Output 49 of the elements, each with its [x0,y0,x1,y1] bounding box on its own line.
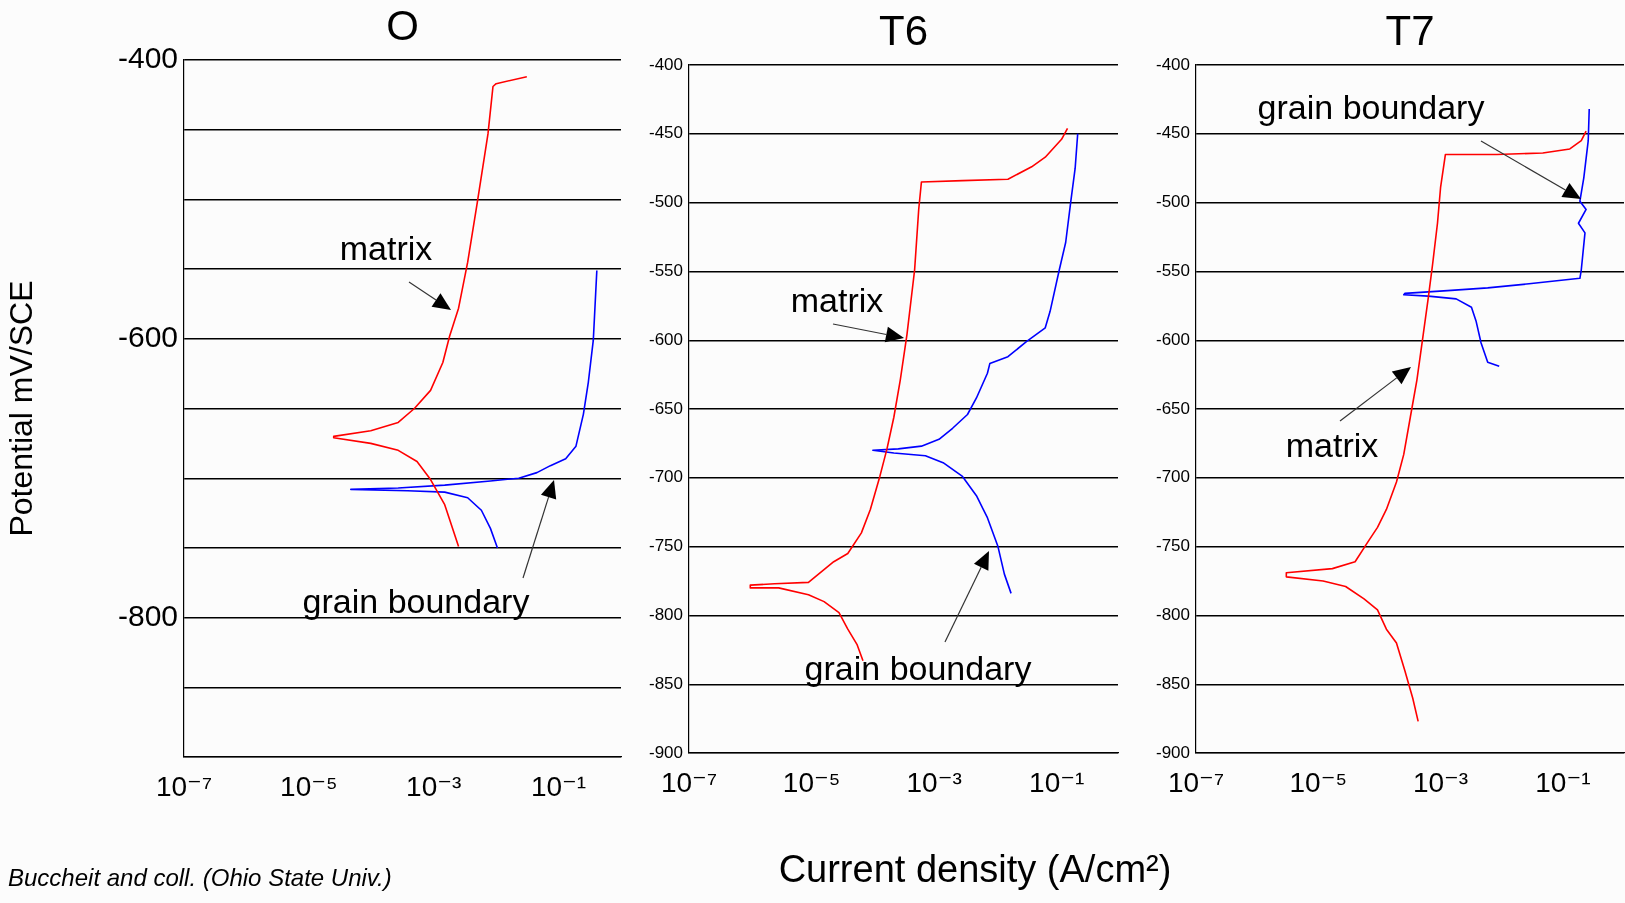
y-tick-label: -750 [648,536,683,556]
y-tick-label: -500 [648,192,683,212]
y-tick-label: -850 [1155,673,1190,693]
y-tick-label: -550 [1155,261,1190,281]
annotation: matrix [1285,426,1379,464]
y-tick-label: -800 [648,605,683,625]
y-tick-label: -900 [1155,742,1190,762]
x-tick-label: 10⁻¹ [1535,766,1591,798]
text: Buccheit and coll. (Ohio State Univ.) [8,864,392,891]
annotation: grain boundary [1257,88,1485,126]
x-tick-label: 10⁻³ [1412,766,1469,798]
y-tick-label: -800 [1155,605,1190,625]
y-tick-label: -700 [1155,467,1190,487]
annotation: grain boundary [804,649,1032,687]
y-tick-label: -400 [1155,54,1190,74]
y-tick-label: -500 [1155,192,1190,212]
y-tick-label: -450 [648,123,683,143]
y-tick-label: -750 [1155,536,1190,556]
y-tick-label: -900 [648,742,683,762]
y-tick-label: -450 [1155,123,1190,143]
x-tick-label: 10⁻⁵ [280,770,338,802]
y-tick-label: -650 [1155,398,1190,418]
x-tick-label: 10⁻³ [906,766,962,798]
y-tick-label: -400 [117,41,178,75]
y-tick-label: -650 [648,398,683,418]
y-tick-label: -550 [648,261,683,281]
annotation: matrix [339,229,433,267]
annotation: matrix [790,281,884,319]
x-tick-label: 10⁻⁷ [660,766,718,798]
chart-title: T7 [1385,6,1435,54]
y-tick-label: -600 [648,329,683,349]
x-tick-label: 10⁻⁵ [1289,766,1348,798]
x-tick-label: 10⁻⁵ [782,766,841,798]
chart-title: T6 [878,6,929,54]
y-tick-label: -800 [117,598,178,632]
y-tick-label: -700 [648,467,683,487]
chart-title: O [386,1,419,49]
y-tick-label: -400 [648,54,683,74]
annotation: grain boundary [302,582,530,620]
y-tick-label: -850 [648,673,683,693]
x-tick-label: 10⁻¹ [1029,766,1085,798]
x-tick-label: 10⁻⁷ [1167,766,1225,798]
y-axis-title: Potential mV/SCE [3,280,40,537]
x-axis-title: Current density (A/cm²) [778,848,1172,891]
y-tick-label: -600 [1155,329,1190,349]
y-tick-label: -600 [117,320,178,354]
x-tick-label: 10⁻¹ [530,770,587,802]
x-tick-label: 10⁻³ [406,770,462,802]
x-tick-label: 10⁻⁷ [155,770,213,802]
